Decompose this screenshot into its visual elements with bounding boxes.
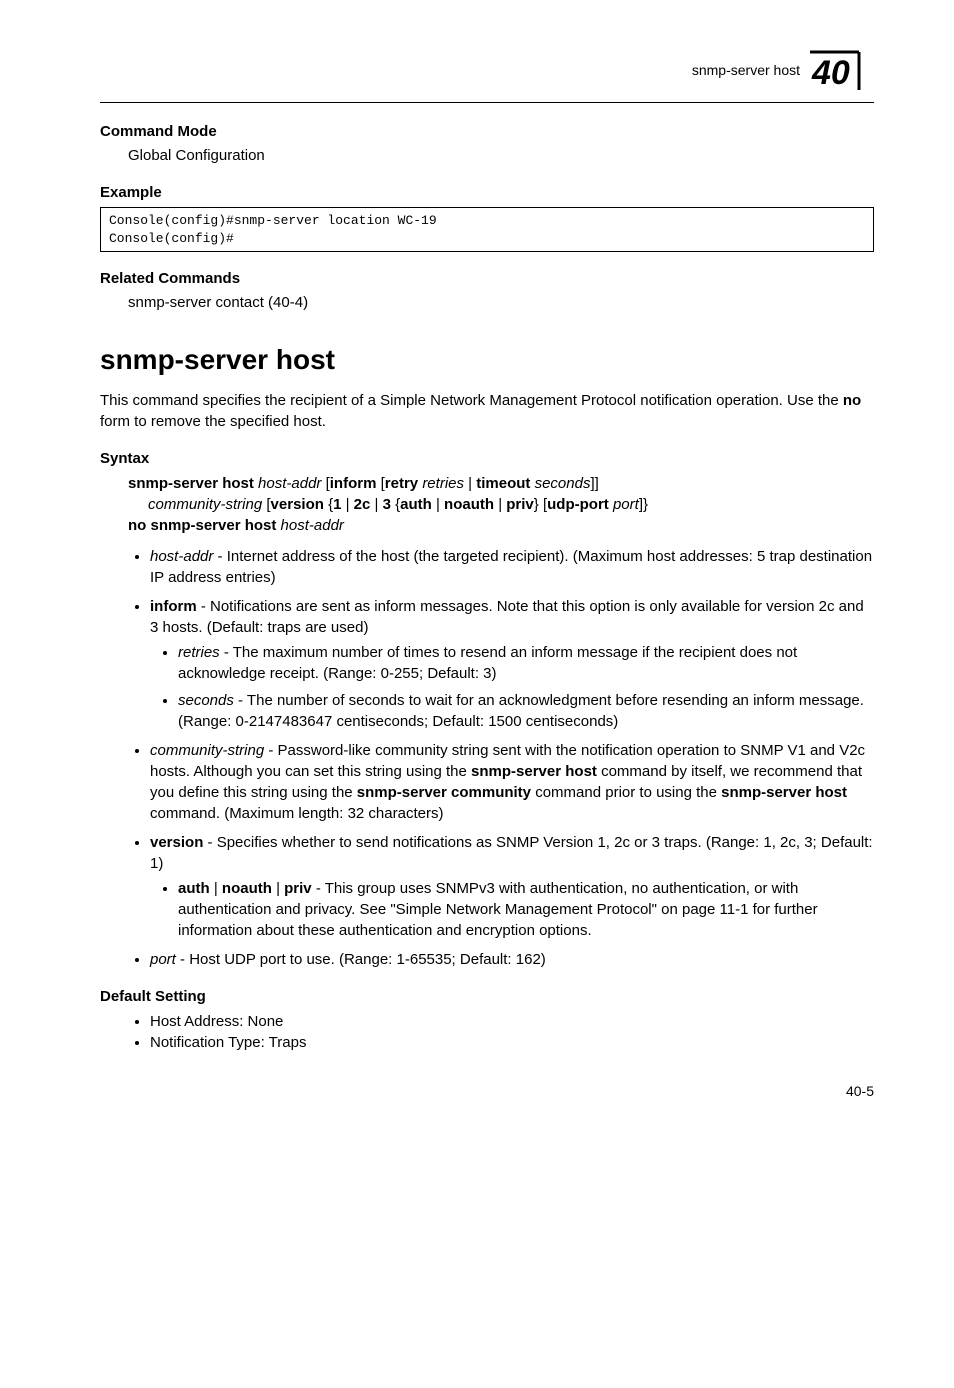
inline-sep: | [272,880,284,897]
page-header: snmp-server host 40 [100,50,874,90]
syntax-kw: auth [400,496,432,513]
param-version-sublist: auth | noauth | priv - This group uses S… [178,878,874,941]
syntax-kw: retry [385,475,423,492]
param-port: port - Host UDP port to use. (Range: 1-6… [150,949,874,970]
running-title: snmp-server host [692,62,800,78]
param-name: seconds [178,692,234,709]
param-community-string: community-string - Password-like communi… [150,740,874,824]
chapter-corner-icon: 40 [810,50,874,90]
syntax-punct: [ [321,475,329,492]
default-host-address: Host Address: None [150,1011,874,1032]
param-name: port [150,951,176,968]
syntax-kw: inform [330,475,377,492]
syntax-punct: ]] [590,475,598,492]
default-setting-list: Host Address: None Notification Type: Tr… [150,1011,874,1053]
syntax-line-3: no snmp-server host host-addr [128,515,874,536]
intro-bold: no [843,392,861,409]
param-inform-sublist: retries - The maximum number of times to… [178,642,874,732]
param-desc: - The maximum number of times to resend … [178,644,797,682]
syntax-punct: | [464,475,476,492]
syntax-punct: ]} [639,496,648,513]
param-name: retries [178,644,220,661]
syntax-punct: | [341,496,353,513]
intro-text-2: form to remove the specified host. [100,413,326,430]
syntax-punct: [ [376,475,384,492]
param-name: community-string [150,742,264,759]
param-version: version - Specifies whether to send noti… [150,832,874,941]
param-desc: command prior to using the [531,784,721,801]
syntax-punct: } [ [534,496,547,513]
syntax-heading: Syntax [100,450,874,467]
syntax-kw: version [271,496,324,513]
syntax-line-2: community-string [version {1 | 2c | 3 {a… [148,494,874,515]
command-mode-text: Global Configuration [128,146,874,166]
syntax-punct: { [324,496,333,513]
syntax-punct: [ [262,496,270,513]
syntax-block: snmp-server host host-addr [inform [retr… [128,473,874,536]
param-host-addr: host-addr - Internet address of the host… [150,546,874,588]
param-inform: inform - Notifications are sent as infor… [150,596,874,732]
param-desc: command. (Maximum length: 32 characters) [150,805,443,822]
inline-bold: snmp-server community [357,784,531,801]
param-desc: - Internet address of the host (the targ… [150,548,872,586]
command-title: snmp-server host [100,344,874,376]
syntax-arg: community-string [148,496,262,513]
syntax-punct: | [370,496,382,513]
syntax-arg: host-addr [281,517,344,534]
param-retries: retries - The maximum number of times to… [178,642,874,684]
chapter-number-text: 40 [811,54,850,90]
intro-text-1: This command specifies the recipient of … [100,392,843,409]
parameter-list: host-addr - Internet address of the host… [150,546,874,970]
syntax-arg: port [613,496,639,513]
syntax-kw: udp-port [547,496,613,513]
syntax-kw: 2c [354,496,371,513]
inline-bold: noauth [222,880,272,897]
syntax-punct: { [391,496,400,513]
param-seconds: seconds - The number of seconds to wait … [178,690,874,732]
related-commands-heading: Related Commands [100,270,874,287]
syntax-line-1: snmp-server host host-addr [inform [retr… [128,473,874,494]
syntax-kw: 3 [383,496,391,513]
param-name: host-addr [150,548,213,565]
default-setting-heading: Default Setting [100,988,874,1005]
syntax-punct: | [494,496,506,513]
syntax-kw: noauth [444,496,494,513]
example-heading: Example [100,184,874,201]
syntax-arg: retries [422,475,464,492]
param-desc: - Host UDP port to use. (Range: 1-65535;… [176,951,546,968]
param-desc: - Notifications are sent as inform messa… [150,598,864,636]
header-divider [100,102,874,103]
related-commands-text: snmp-server contact (40-4) [128,293,874,313]
syntax-kw: timeout [476,475,534,492]
syntax-punct: | [432,496,444,513]
inline-bold: snmp-server host [721,784,847,801]
param-name: inform [150,598,197,615]
param-desc: - Specifies whether to send notification… [150,834,873,872]
syntax-arg: host-addr [258,475,321,492]
intro-paragraph: This command specifies the recipient of … [100,390,874,432]
example-code: Console(config)#snmp-server location WC-… [100,207,874,252]
inline-bold: auth [178,880,210,897]
command-mode-heading: Command Mode [100,123,874,140]
inline-bold: priv [284,880,312,897]
syntax-kw: no snmp-server host [128,517,281,534]
param-auth-noauth-priv: auth | noauth | priv - This group uses S… [178,878,874,941]
inline-sep: | [210,880,222,897]
chapter-badge: 40 [810,50,874,90]
syntax-kw: snmp-server host [128,475,258,492]
param-desc: - The number of seconds to wait for an a… [178,692,864,730]
page-number: 40-5 [100,1083,874,1099]
syntax-kw: priv [506,496,534,513]
syntax-arg: seconds [535,475,591,492]
default-notification-type: Notification Type: Traps [150,1032,874,1053]
param-name: version [150,834,203,851]
inline-bold: snmp-server host [471,763,597,780]
